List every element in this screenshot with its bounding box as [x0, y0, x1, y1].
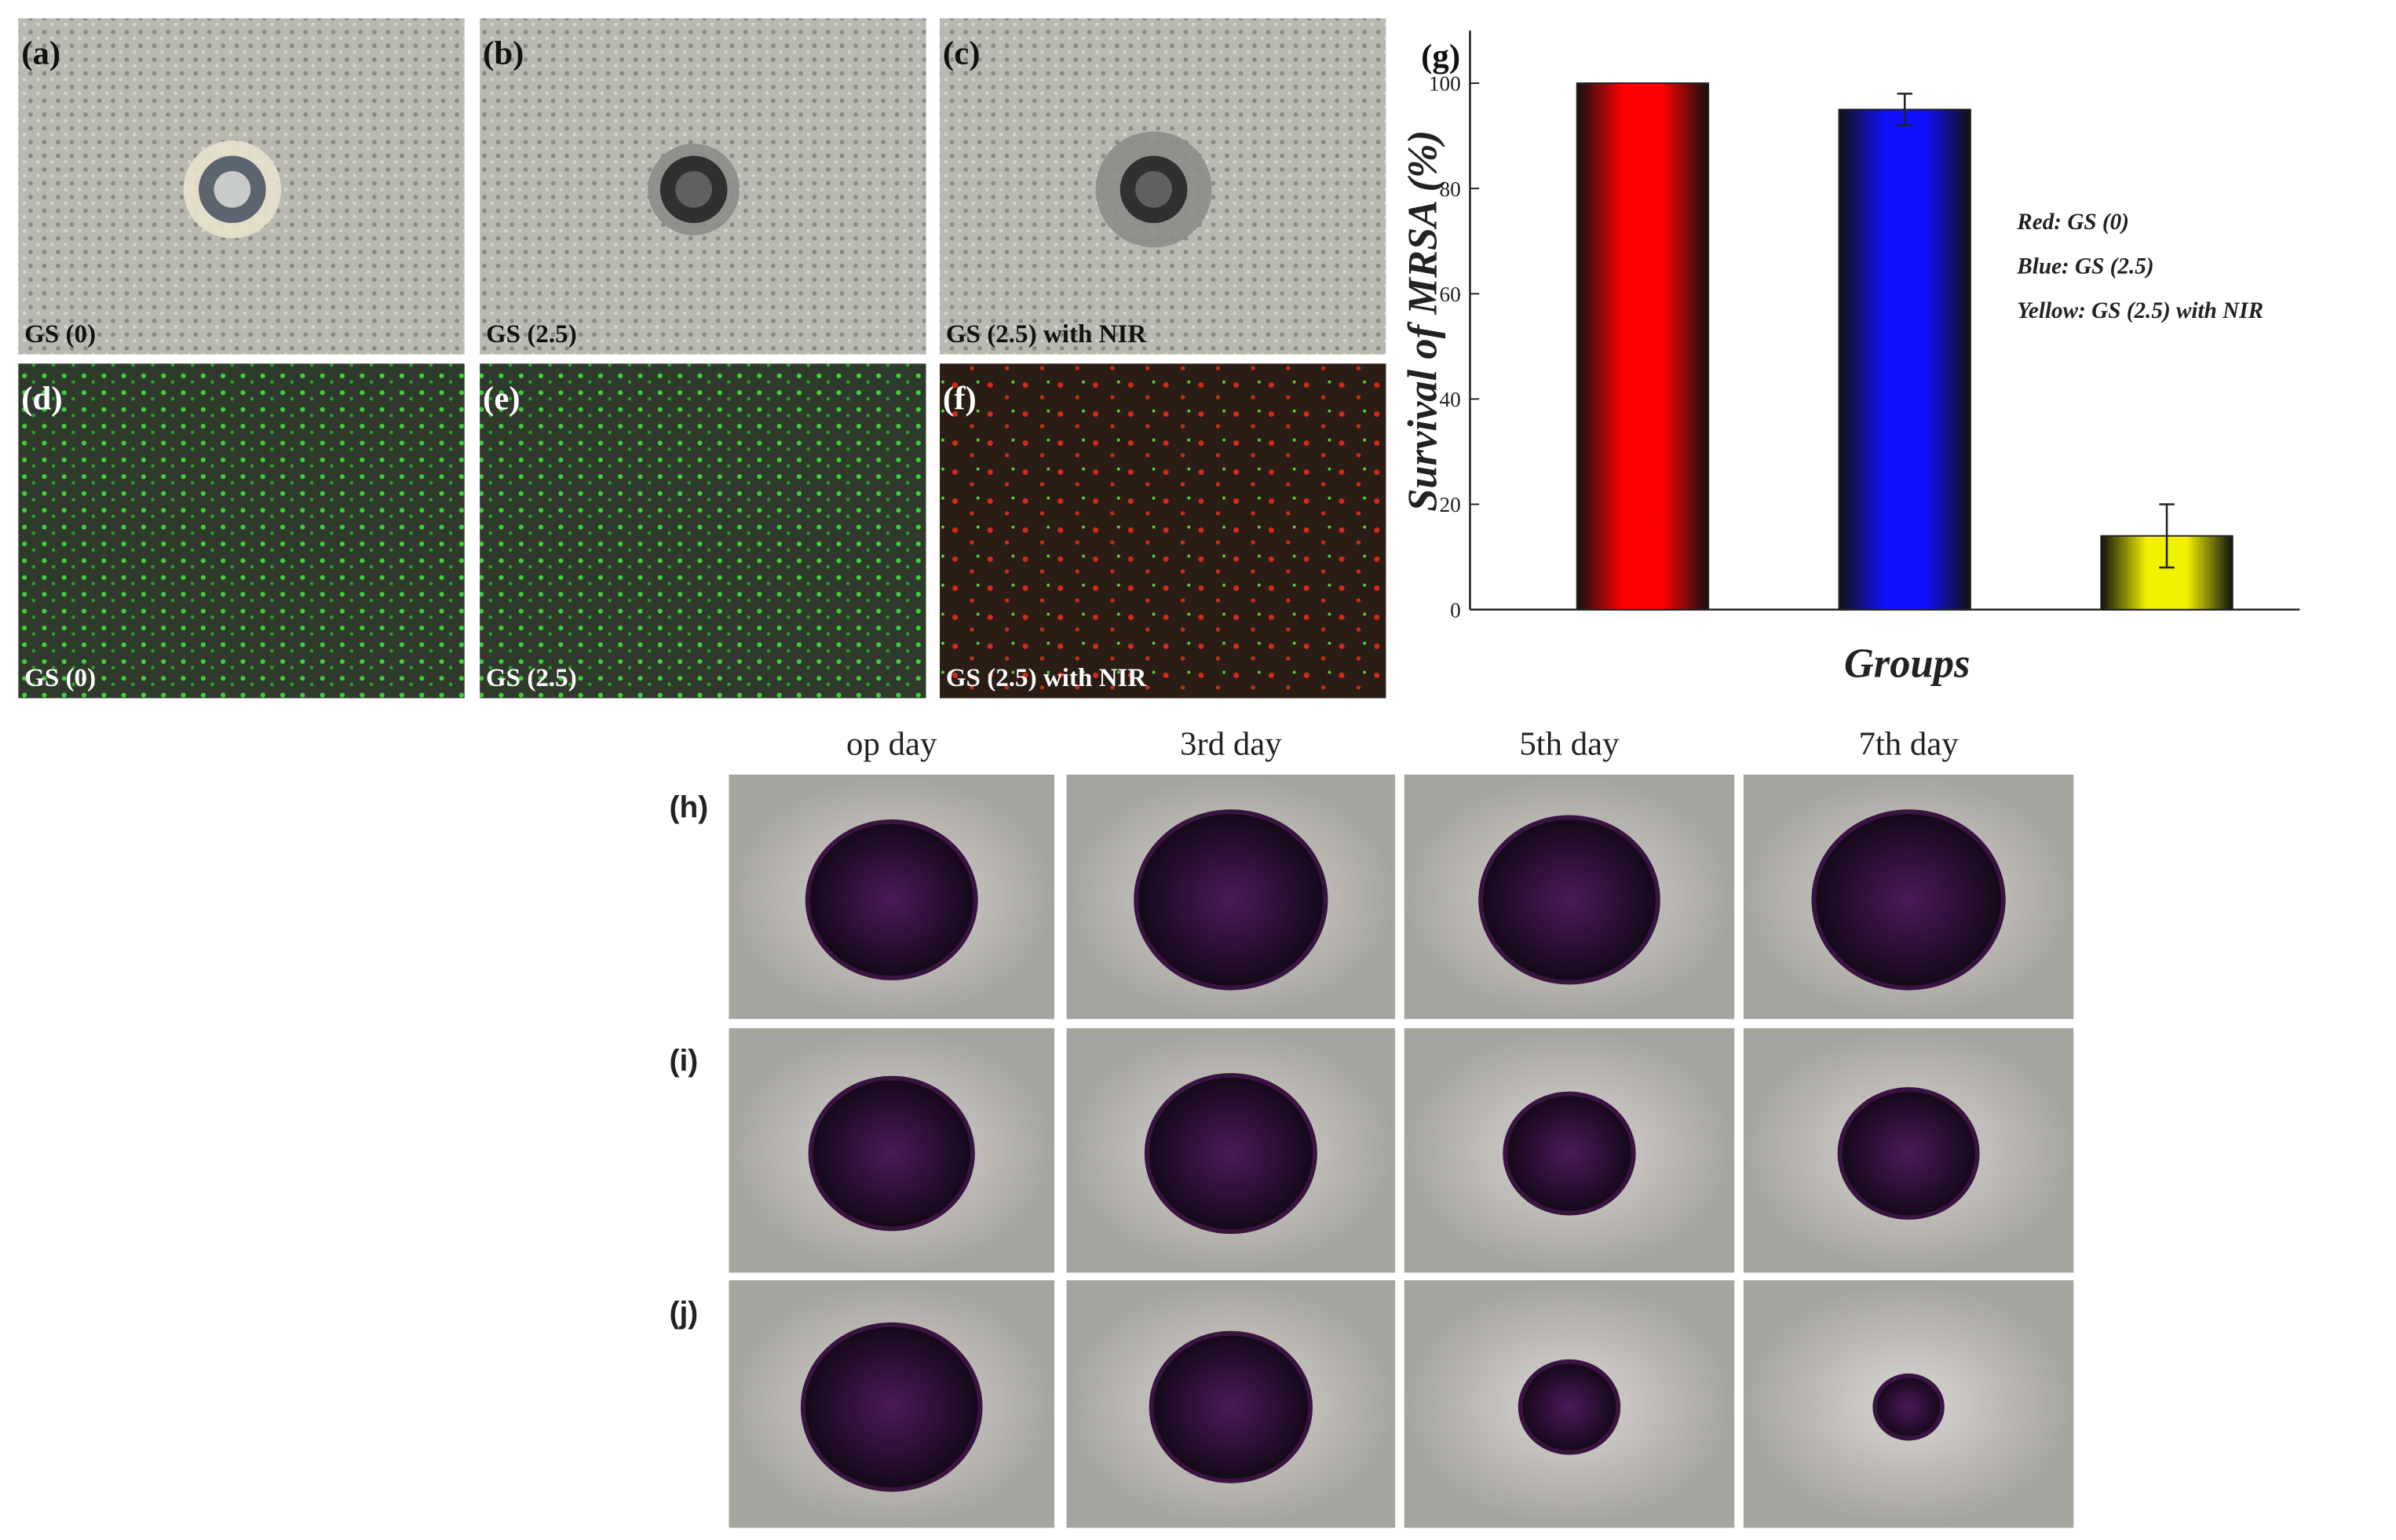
wound [1149, 1330, 1313, 1483]
annotation: Red: GS (0) [2016, 210, 2129, 235]
well-center [214, 171, 251, 208]
panel-caption: GS (0) [24, 320, 96, 349]
y-tick-label: 20 [1440, 493, 1461, 516]
wound [1144, 1073, 1317, 1235]
panel-label: (f) [943, 381, 977, 418]
y-tick-label: 40 [1440, 388, 1461, 411]
panel-label: (e) [483, 381, 520, 418]
wound [1478, 815, 1660, 985]
panel-label: (b) [483, 35, 524, 72]
panel-label: (c) [943, 35, 981, 72]
panel-caption: GS (2.5) [486, 320, 577, 349]
wound [1872, 1373, 1945, 1441]
x-axis-label: Groups [1844, 640, 1970, 686]
row-label: (j) [670, 1297, 699, 1330]
wound [800, 1322, 983, 1492]
wound [808, 1075, 975, 1232]
bar [1576, 82, 1710, 611]
wound [1811, 809, 2006, 991]
well-center [675, 171, 713, 208]
annotation: Yellow: GS (2.5) with NIR [2017, 298, 2263, 323]
panel-caption: GS (0) [24, 664, 96, 692]
wound-photos [729, 774, 2074, 1528]
row-label: (h) [670, 790, 709, 824]
panel-caption: GS (2.5) with NIR [946, 320, 1148, 349]
row-label: (i) [670, 1044, 699, 1078]
bar [1838, 108, 1971, 611]
panel-caption: GS (2.5) with NIR [946, 664, 1148, 692]
y-tick-label: 60 [1440, 283, 1461, 306]
wound [1503, 1091, 1636, 1216]
panel-label: (g) [1421, 38, 1460, 75]
photo [480, 363, 926, 699]
panel-label: (d) [21, 381, 62, 418]
column-label: op day [846, 726, 937, 763]
column-label: 3rd day [1180, 726, 1282, 763]
column-label: 5th day [1519, 726, 1620, 763]
y-tick-label: 80 [1440, 177, 1461, 201]
photo [18, 363, 465, 699]
y-tick-label: 0 [1450, 598, 1461, 622]
wound [1134, 809, 1328, 991]
y-tick-label: 100 [1429, 72, 1461, 96]
annotation: Blue: GS (2.5) [2016, 254, 2153, 279]
well-center [1135, 171, 1172, 208]
photo [940, 363, 1386, 699]
y-axis-label: Survival of MRSA (%) [1401, 130, 1446, 512]
column-label: 7th day [1858, 726, 1959, 763]
wound [805, 819, 978, 980]
wound [1518, 1359, 1621, 1455]
panel-label: (a) [21, 35, 60, 72]
wound [1837, 1087, 1980, 1220]
panel-caption: GS (2.5) [486, 664, 577, 692]
